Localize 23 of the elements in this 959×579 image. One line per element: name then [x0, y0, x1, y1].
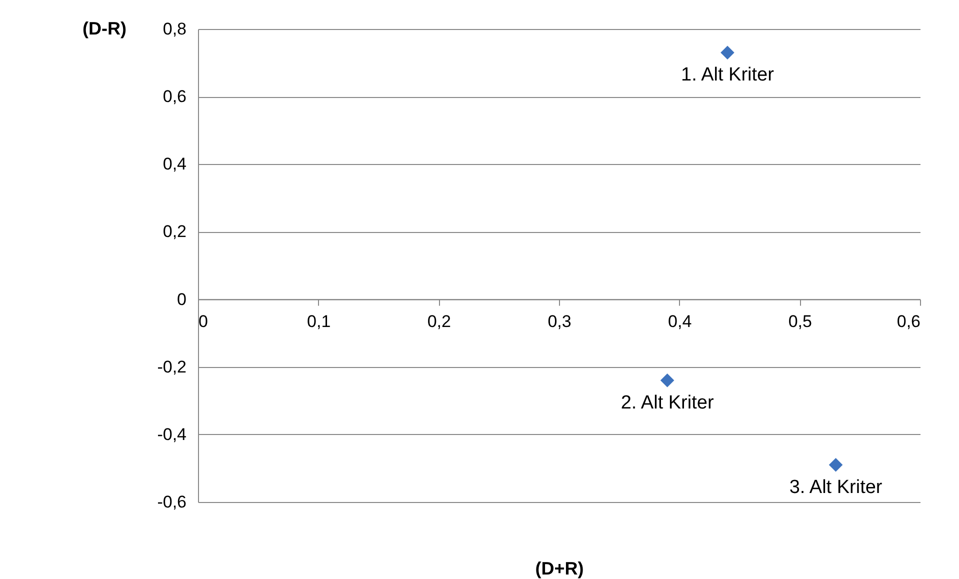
y-tick-label: -0,4	[157, 424, 186, 444]
x-tick-label: 0,6	[896, 312, 920, 331]
point	[828, 458, 843, 472]
point	[720, 46, 734, 60]
y-tick-label: -0,2	[157, 357, 186, 376]
y-tick-label: 0,2	[162, 222, 186, 242]
annotation: 2. Alt Kriter	[620, 392, 714, 414]
y-tick-label: 0,8	[162, 20, 186, 38]
x-axis-title: (D+R)	[535, 558, 584, 578]
y-tick-label: -0,6	[157, 492, 186, 512]
x-tick-label: 0,5	[788, 312, 812, 331]
x-tick-label: 0,3	[548, 312, 572, 331]
x-tick-label: 0,4	[668, 312, 692, 331]
x-tick-label: 0,1	[307, 312, 331, 331]
annotation: 3. Alt Kriter	[789, 476, 883, 498]
y-axis-title: (D-R)	[82, 18, 126, 38]
y-tick-label: 0	[177, 290, 186, 309]
x-tick-label: 0	[198, 312, 208, 331]
annotation: 1. Alt Kriter	[681, 64, 775, 86]
x-tick-label: 0,2	[427, 312, 451, 331]
y-tick-label: 0,4	[162, 154, 186, 174]
y-tick-label: 0,6	[162, 87, 186, 106]
point	[660, 373, 674, 388]
